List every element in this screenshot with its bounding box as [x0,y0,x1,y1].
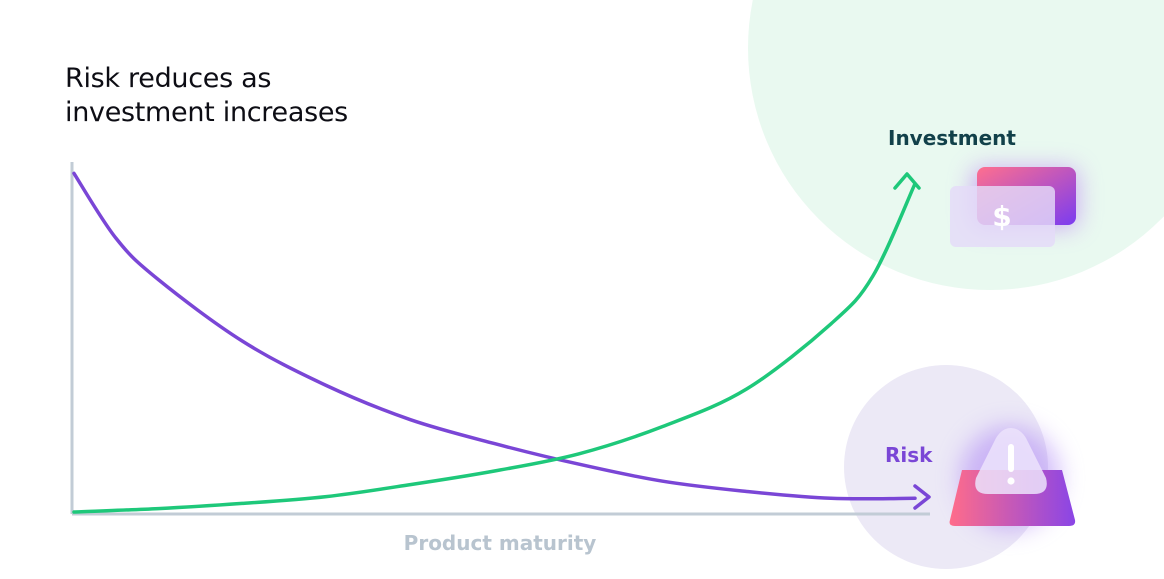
series-investment-line [72,181,917,514]
series-label-investment: Investment [888,126,1016,150]
warning-icon [949,426,1076,530]
series-risk-line [72,171,917,501]
investment-arrowhead [893,172,921,190]
risk-arrowhead [913,484,931,510]
chart-title: Risk reduces as investment increases [65,63,348,128]
money-card-icon: $ [950,167,1078,247]
series-label-risk: Risk [885,443,933,467]
x-axis-label: Product maturity [403,531,597,555]
svg-text:$: $ [992,200,1011,233]
